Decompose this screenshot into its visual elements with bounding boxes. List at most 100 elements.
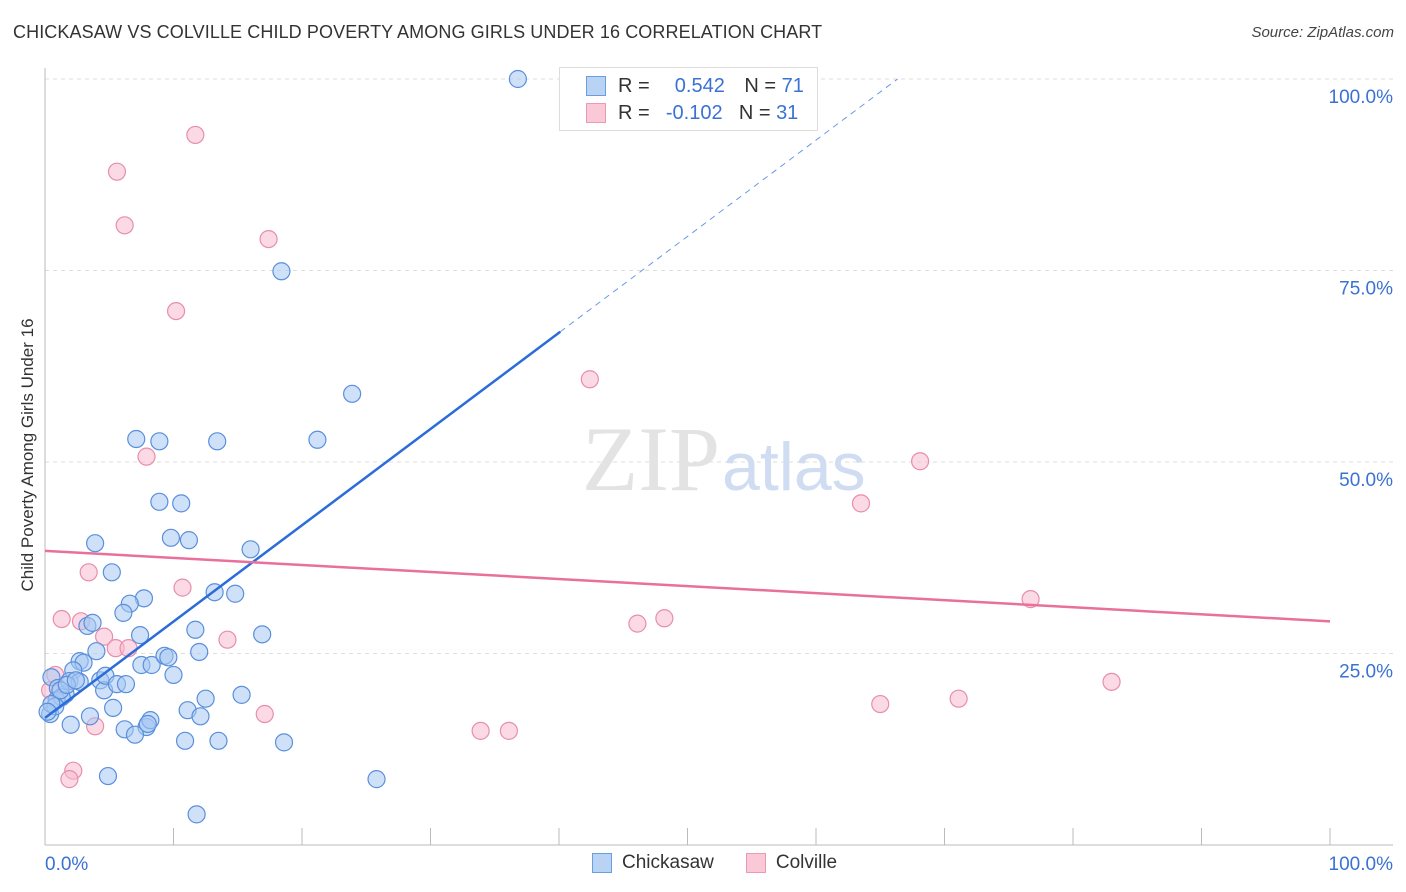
- colville-trend-line: [44, 549, 1331, 623]
- colville-point: [259, 229, 278, 249]
- chickasaw-point: [232, 685, 251, 704]
- chickasaw-point: [83, 613, 102, 632]
- chickasaw-point: [86, 534, 105, 553]
- y-tick-label: 100.0%: [1329, 87, 1394, 108]
- chickasaw-point: [367, 770, 386, 789]
- chickasaw-point: [175, 731, 195, 750]
- n-label: N =: [744, 74, 777, 97]
- chickasaw-point: [87, 642, 106, 661]
- n-value: 71: [781, 74, 804, 97]
- chickasaw-point: [191, 707, 210, 726]
- legend-item-colville[interactable]: Colville: [745, 852, 838, 874]
- chickasaw-point: [116, 675, 136, 694]
- chickasaw-point: [114, 603, 133, 623]
- r-label: R =: [618, 74, 650, 97]
- chickasaw-point: [138, 714, 157, 734]
- chickasaw-point: [241, 540, 260, 559]
- chickasaw-point: [142, 655, 161, 675]
- chickasaw-point: [61, 715, 80, 734]
- chart-title: CHICKASAW VS COLVILLE CHILD POVERTY AMON…: [13, 22, 823, 42]
- chickasaw-trend-line: [44, 330, 562, 719]
- y-tick-label: 50.0%: [1339, 470, 1393, 491]
- legend-item-chickasaw[interactable]: Chickasaw: [592, 852, 714, 874]
- n-value: 31: [776, 101, 799, 124]
- legend-row-chickasaw: R = 0.542 N = 71: [586, 73, 804, 99]
- chickasaw-point: [196, 689, 215, 708]
- chickasaw-point: [208, 432, 227, 451]
- chickasaw-point: [186, 620, 205, 639]
- watermark-atlas: atlas: [722, 429, 866, 505]
- chickasaw-swatch: [586, 76, 606, 96]
- chickasaw-point: [161, 528, 181, 547]
- y-tick-label: 75.0%: [1339, 279, 1393, 300]
- chickasaw-point: [150, 492, 169, 511]
- legend-label: Colville: [775, 852, 838, 873]
- chickasaw-point: [66, 671, 85, 690]
- source-label: Source: ZipAtlas.com: [1251, 24, 1394, 41]
- chickasaw-point: [102, 563, 121, 582]
- colville-point: [137, 447, 156, 466]
- colville-point: [1102, 672, 1121, 691]
- chickasaw-point: [38, 702, 57, 721]
- colville-point: [255, 704, 274, 724]
- legend-row-colville: R = -0.102 N = 31: [586, 100, 798, 126]
- chickasaw-point: [125, 725, 145, 744]
- chickasaw-point: [308, 430, 327, 449]
- chickasaw-point: [508, 69, 527, 89]
- chickasaw-point: [253, 625, 272, 644]
- chickasaw-point: [343, 384, 362, 403]
- chickasaw-point: [187, 805, 206, 824]
- r-value: 0.542: [674, 74, 725, 97]
- colville-point: [471, 721, 490, 740]
- chickasaw-point: [190, 642, 209, 662]
- x-tick-label: 0.0%: [45, 854, 88, 875]
- chickasaw-point: [104, 698, 123, 717]
- colville-point: [52, 609, 71, 629]
- colville-swatch: [586, 103, 606, 123]
- chickasaw-swatch: [592, 853, 612, 873]
- colville-point: [218, 630, 237, 649]
- watermark-zip: ZIP: [582, 408, 720, 510]
- colville-point: [499, 721, 518, 740]
- series-legend: Chickasaw Colville: [592, 852, 869, 874]
- chickasaw-point: [164, 665, 183, 685]
- colville-point: [107, 162, 127, 181]
- colville-point: [910, 452, 930, 471]
- colville-point: [60, 770, 79, 789]
- chickasaw-point: [172, 494, 191, 513]
- colville-point: [166, 301, 186, 321]
- chickasaw-point: [226, 584, 245, 603]
- colville-point: [580, 370, 599, 389]
- chickasaw-point: [274, 733, 294, 752]
- colville-point: [851, 494, 871, 513]
- colville-point: [871, 694, 890, 714]
- colville-point: [95, 627, 114, 646]
- chickasaw-point: [272, 262, 291, 281]
- chickasaw-point: [130, 626, 150, 645]
- colville-point: [949, 689, 968, 708]
- chickasaw-point: [150, 432, 169, 451]
- colville-point: [173, 578, 192, 597]
- chickasaw-trend-extension: [559, 78, 898, 333]
- colville-point: [115, 216, 134, 235]
- x-tick-label: 100.0%: [1329, 854, 1394, 875]
- colville-point: [655, 609, 674, 628]
- chickasaw-point: [159, 648, 178, 667]
- legend-label: Chickasaw: [622, 852, 714, 873]
- colville-point: [79, 563, 98, 582]
- chickasaw-point: [209, 731, 228, 750]
- y-tick-label: 25.0%: [1339, 662, 1393, 683]
- r-label: R =: [618, 101, 650, 124]
- chickasaw-point: [98, 766, 118, 786]
- colville-point: [1021, 590, 1040, 609]
- colville-point: [186, 125, 205, 145]
- chickasaw-point: [127, 429, 146, 449]
- chickasaw-point: [80, 707, 100, 726]
- stats-legend: R = 0.542 N = 71 R = -0.102 N = 31: [559, 67, 818, 131]
- n-label: N =: [738, 101, 771, 124]
- colville-point: [628, 614, 647, 633]
- colville-swatch: [745, 853, 766, 873]
- chickasaw-point: [179, 531, 199, 550]
